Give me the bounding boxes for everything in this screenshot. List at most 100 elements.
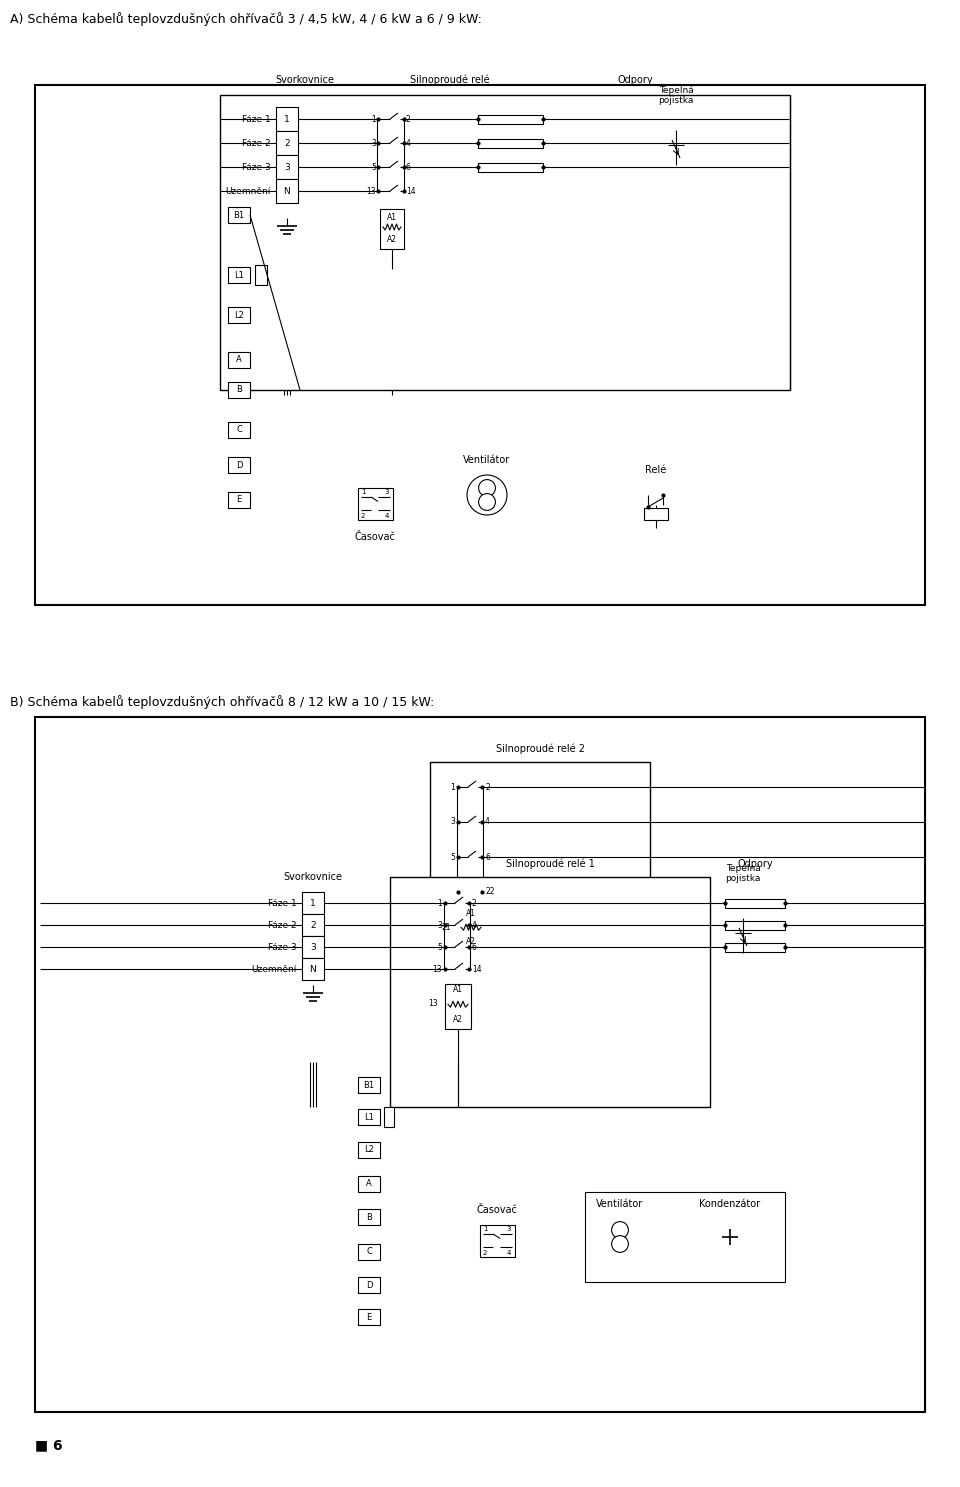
Text: B: B xyxy=(366,1212,372,1221)
Bar xyxy=(35,85,925,605)
Text: Časovač: Časovač xyxy=(354,532,396,541)
Text: 3: 3 xyxy=(310,943,316,952)
Bar xyxy=(585,1193,785,1282)
Text: A: A xyxy=(366,1179,372,1188)
Bar xyxy=(458,907,484,952)
Text: 14: 14 xyxy=(406,186,416,195)
Text: Silnoproudé relé 2: Silnoproudé relé 2 xyxy=(495,744,585,754)
Text: 5: 5 xyxy=(372,162,376,171)
Bar xyxy=(358,1109,380,1126)
Bar xyxy=(358,1309,380,1325)
Text: N: N xyxy=(283,186,290,195)
Text: Relé: Relé xyxy=(645,465,666,474)
Text: 13: 13 xyxy=(428,999,438,1008)
Bar xyxy=(478,162,543,171)
Text: 22: 22 xyxy=(485,888,494,897)
Bar xyxy=(725,943,785,952)
Bar xyxy=(302,892,324,915)
Text: Fáze 2: Fáze 2 xyxy=(242,138,271,147)
Text: 4: 4 xyxy=(472,920,477,929)
Bar xyxy=(358,1209,380,1225)
Text: L1: L1 xyxy=(234,271,244,280)
Bar xyxy=(228,457,250,473)
Text: L1: L1 xyxy=(364,1112,374,1121)
Circle shape xyxy=(600,1216,640,1257)
Text: 4: 4 xyxy=(406,138,411,147)
Text: 6: 6 xyxy=(472,943,477,952)
Text: 1: 1 xyxy=(361,489,366,495)
Text: Odpory: Odpory xyxy=(617,74,653,85)
Text: A2: A2 xyxy=(466,937,476,947)
Text: Časovač: Časovač xyxy=(476,1204,517,1215)
Text: 1: 1 xyxy=(437,898,442,907)
Text: B: B xyxy=(236,385,242,394)
Text: 1: 1 xyxy=(310,898,316,907)
Circle shape xyxy=(479,494,495,510)
Text: L2: L2 xyxy=(234,311,244,320)
Text: 1: 1 xyxy=(450,782,455,791)
Bar xyxy=(430,761,650,917)
Bar xyxy=(35,717,925,1413)
Bar xyxy=(358,1142,380,1158)
Bar xyxy=(228,492,250,509)
Bar xyxy=(302,958,324,980)
Bar xyxy=(725,898,785,907)
Text: L2: L2 xyxy=(364,1145,374,1154)
Text: E: E xyxy=(236,495,242,504)
Text: N: N xyxy=(310,965,317,974)
Bar xyxy=(358,1277,380,1294)
Text: 1: 1 xyxy=(284,114,290,123)
Text: A: A xyxy=(236,355,242,364)
Text: A2: A2 xyxy=(387,235,397,244)
Bar xyxy=(478,138,543,147)
Text: 3: 3 xyxy=(507,1225,511,1233)
Text: 4: 4 xyxy=(507,1251,511,1257)
Text: Ventilátor: Ventilátor xyxy=(464,455,511,465)
Text: 5: 5 xyxy=(437,943,442,952)
Text: 2: 2 xyxy=(472,898,477,907)
Circle shape xyxy=(467,474,507,515)
Text: 2: 2 xyxy=(284,138,290,147)
Bar xyxy=(445,984,471,1029)
Text: 13: 13 xyxy=(432,965,442,974)
Text: 3: 3 xyxy=(437,920,442,929)
Bar xyxy=(220,95,790,390)
Text: 2: 2 xyxy=(406,114,411,123)
Text: 2: 2 xyxy=(485,782,490,791)
Text: Svorkovnice: Svorkovnice xyxy=(283,871,343,882)
Circle shape xyxy=(710,1216,750,1257)
Text: Uzemnění: Uzemnění xyxy=(252,965,297,974)
Text: 21: 21 xyxy=(442,922,451,931)
Text: Fáze 1: Fáze 1 xyxy=(242,114,271,123)
Bar xyxy=(255,265,267,286)
Bar xyxy=(228,422,250,439)
Bar xyxy=(725,920,785,929)
Text: Silnoproudé relé: Silnoproudé relé xyxy=(410,74,490,85)
Bar xyxy=(390,877,710,1106)
Text: Silnoproudé relé 1: Silnoproudé relé 1 xyxy=(506,859,594,870)
Bar xyxy=(302,915,324,935)
Text: Tepelná
pojistka: Tepelná pojistka xyxy=(726,864,760,883)
Bar xyxy=(228,382,250,399)
Text: 5: 5 xyxy=(450,852,455,861)
Text: ■ 6: ■ 6 xyxy=(35,1438,62,1451)
Text: Fáze 2: Fáze 2 xyxy=(269,920,297,929)
Text: 1: 1 xyxy=(483,1225,488,1233)
Bar xyxy=(276,131,298,155)
Text: D: D xyxy=(366,1280,372,1289)
Bar xyxy=(358,488,393,520)
Bar xyxy=(228,207,250,223)
Text: A1: A1 xyxy=(453,986,463,995)
Text: Tepelná
pojistka: Tepelná pojistka xyxy=(659,86,694,106)
Text: 4: 4 xyxy=(385,513,389,519)
Text: 2: 2 xyxy=(310,920,316,929)
Circle shape xyxy=(612,1236,629,1252)
Bar xyxy=(358,1077,380,1093)
Text: 13: 13 xyxy=(367,186,376,195)
Bar xyxy=(380,210,404,248)
Bar xyxy=(644,509,668,520)
Text: Fáze 3: Fáze 3 xyxy=(242,162,271,171)
Text: Ventilátor: Ventilátor xyxy=(596,1199,643,1209)
Bar xyxy=(228,352,250,367)
Text: 2: 2 xyxy=(483,1251,488,1257)
